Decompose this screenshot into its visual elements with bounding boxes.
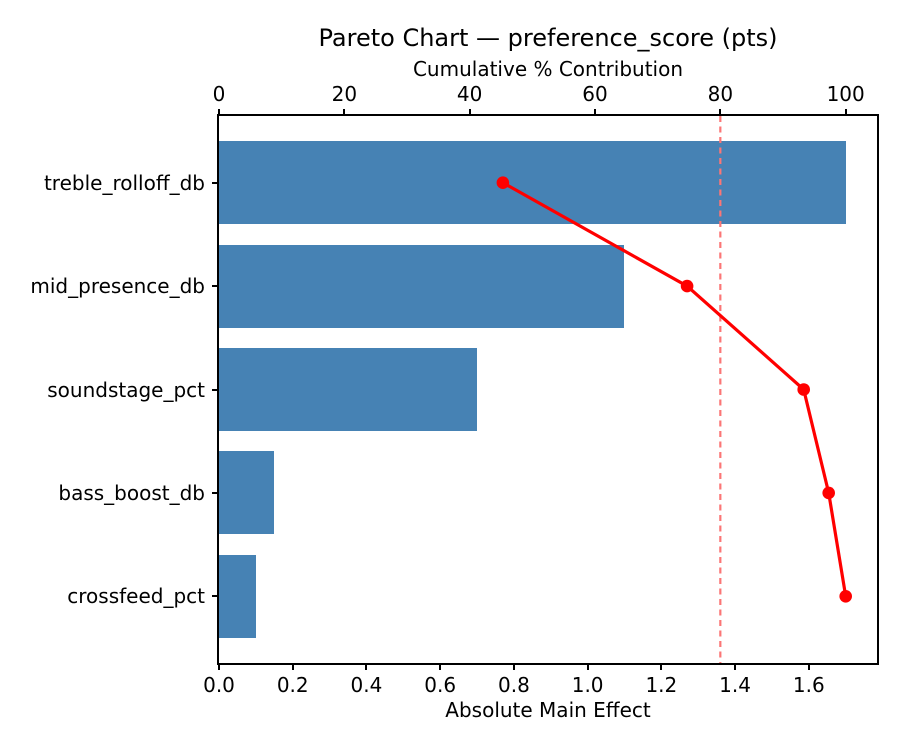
- chart-title: Pareto Chart — preference_score (pts): [318, 24, 778, 52]
- bottom-axis-tick: [586, 663, 589, 670]
- bottom-tick-label: 1.4: [719, 673, 751, 697]
- bar-crossfeed_pct: [219, 554, 256, 638]
- category-label: mid_presence_db: [30, 274, 205, 299]
- bottom-axis-tick: [365, 663, 368, 670]
- plot-area: [217, 114, 879, 665]
- bottom-tick-label: 1.0: [571, 673, 604, 697]
- bottom-axis-tick: [218, 663, 220, 670]
- bottom-axis-tick: [512, 663, 515, 670]
- bottom-tick-label: 1.6: [792, 673, 825, 697]
- top-axis-tick: [343, 109, 346, 116]
- top-axis-tick: [218, 109, 220, 116]
- bar-soundstage_pct: [219, 348, 478, 431]
- bottom-axis-tick: [291, 663, 294, 670]
- top-tick-label: 80: [707, 82, 734, 106]
- y-axis-tick: [212, 491, 219, 494]
- y-axis-tick: [212, 595, 219, 598]
- bottom-tick-label: 0.2: [276, 673, 309, 697]
- bottom-axis-tick: [660, 663, 663, 670]
- cumulative-line: [502, 181, 848, 597]
- top-axis-tick: [719, 109, 722, 116]
- cumulative-marker-soundstage_pct: [797, 383, 810, 396]
- cumulative-marker-crossfeed_pct: [839, 590, 852, 603]
- bar-bass_boost_db: [219, 451, 275, 535]
- top-tick-label: 20: [331, 82, 358, 106]
- bottom-axis-label: Absolute Main Effect: [445, 698, 651, 722]
- bottom-tick-label: 0.4: [350, 673, 383, 697]
- y-axis-tick: [212, 285, 219, 288]
- cumulative-marker-mid_presence_db: [680, 279, 694, 293]
- bars-layer: [219, 116, 877, 663]
- bottom-tick-label: 0.8: [497, 673, 530, 697]
- bottom-tick-label: 0.6: [424, 673, 457, 697]
- bottom-tick-label: 1.2: [645, 673, 678, 697]
- category-label: soundstage_pct: [47, 377, 205, 402]
- category-label: crossfeed_pct: [67, 584, 205, 609]
- y-axis-tick: [212, 388, 219, 391]
- top-axis-tick: [594, 109, 596, 116]
- bottom-axis-tick: [734, 663, 737, 670]
- bar-mid_presence_db: [219, 244, 625, 328]
- top-tick-label: 40: [456, 82, 483, 106]
- bottom-axis-tick: [439, 663, 442, 670]
- cumulative-line-layer: [496, 116, 852, 663]
- bottom-axis-tick: [807, 663, 810, 670]
- bar-treble_rolloff_db: [219, 141, 846, 225]
- category-label: bass_boost_db: [58, 480, 205, 505]
- category-label: treble_rolloff_db: [43, 170, 205, 195]
- top-tick-label: 100: [826, 82, 865, 106]
- top-tick-label: 60: [582, 82, 608, 106]
- top-axis-label: Cumulative % Contribution: [412, 57, 684, 81]
- top-axis-tick: [844, 109, 847, 116]
- bottom-tick-label: 0.0: [203, 673, 235, 697]
- y-axis-tick: [212, 181, 219, 184]
- cumulative-marker-bass_boost_db: [822, 486, 835, 500]
- top-tick-label: 0: [212, 82, 226, 106]
- cumulative-marker-treble_rolloff_db: [496, 176, 510, 189]
- top-axis-tick: [468, 109, 471, 116]
